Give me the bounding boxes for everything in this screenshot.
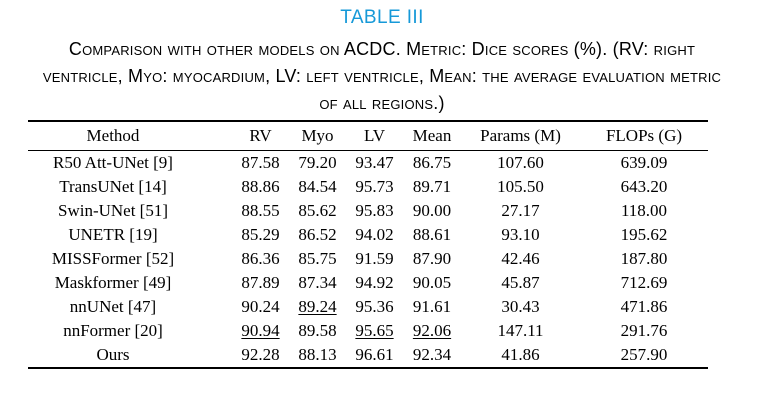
value-cell: 291.76 bbox=[620, 321, 668, 340]
table-row: TransUNet [14] 88.86 84.54 95.73 89.71 105.50… bbox=[28, 175, 708, 199]
value-cell: 95.36 bbox=[355, 297, 394, 316]
column-header-mean: Mean bbox=[403, 121, 461, 151]
table-body: R50 Att-UNet [9] 87.58 79.20 93.47 86.75 107.… bbox=[28, 151, 708, 369]
table-caption: Comparison with other models on ACDC. Me… bbox=[42, 39, 722, 113]
table-row: MISSFormer [52] 86.36 85.75 91.59 87.90 42.46… bbox=[28, 247, 708, 271]
value-cell: 93.10 bbox=[501, 225, 540, 244]
value-cell: 105.50 bbox=[497, 177, 544, 196]
value-cell: 90.00 bbox=[412, 201, 452, 220]
value-cell: 86.75 bbox=[412, 153, 452, 172]
value-cell: 712.69 bbox=[620, 273, 668, 292]
value-cell: 89.58 bbox=[298, 321, 337, 340]
value-cell: 195.62 bbox=[620, 225, 668, 244]
value-cell: 147.11 bbox=[497, 321, 544, 340]
value-cell: 90.05 bbox=[412, 273, 452, 292]
value-cell: 88.13 bbox=[298, 345, 337, 364]
column-header-params-m: Params (M) bbox=[461, 121, 580, 151]
table-row: Ours 92.28 88.13 96.61 92.34 41.86 257.90 bbox=[28, 343, 708, 368]
value-cell: 90.24 bbox=[241, 297, 280, 316]
table-row: nnFormer [20] 90.94 89.58 95.65 92.06 147.11 2… bbox=[28, 319, 708, 343]
value-cell: 639.09 bbox=[620, 153, 668, 172]
value-cell: 118.00 bbox=[620, 201, 668, 220]
value-cell: 88.86 bbox=[241, 177, 280, 196]
value-cell: 95.83 bbox=[355, 201, 394, 220]
value-cell: 187.80 bbox=[620, 249, 668, 268]
method-cell: Maskformer [49] bbox=[54, 273, 172, 292]
header-row: Method RV Myo LV Mean Params (M) FLOPs (G) bbox=[28, 121, 708, 151]
table-row: nnUNet [47] 90.24 89.24 95.36 91.61 30.43 471.… bbox=[28, 295, 708, 319]
value-cell: 41.86 bbox=[501, 345, 540, 364]
value-cell: 86.36 bbox=[241, 249, 280, 268]
value-cell: 94.02 bbox=[355, 225, 394, 244]
value-cell: 94.92 bbox=[355, 273, 394, 292]
value-cell: 87.89 bbox=[241, 273, 280, 292]
value-cell: 92.06 bbox=[412, 321, 452, 340]
table-title: TABLE III bbox=[340, 7, 424, 28]
value-cell: 91.59 bbox=[355, 249, 394, 268]
method-cell: R50 Att-UNet [9] bbox=[53, 153, 173, 172]
method-cell: nnUNet [47] bbox=[69, 297, 157, 316]
value-cell: 91.61 bbox=[412, 297, 452, 316]
column-header-flops-g: FLOPs (G) bbox=[580, 121, 708, 151]
paper-table-figure: TABLE III Comparison with other models o… bbox=[28, 7, 722, 369]
value-cell: 85.62 bbox=[298, 201, 337, 220]
column-header-myo: Myo bbox=[289, 121, 346, 151]
value-cell: 643.20 bbox=[620, 177, 668, 196]
value-cell: 87.34 bbox=[298, 273, 337, 292]
method-cell: TransUNet [14] bbox=[59, 177, 167, 196]
value-cell: 84.54 bbox=[298, 177, 337, 196]
method-cell: Ours bbox=[96, 345, 130, 364]
value-cell: 85.75 bbox=[298, 249, 337, 268]
value-cell: 257.90 bbox=[620, 345, 668, 364]
value-cell: 88.55 bbox=[241, 201, 280, 220]
column-header-lv: LV bbox=[346, 121, 403, 151]
value-cell: 86.52 bbox=[298, 225, 337, 244]
value-cell: 93.47 bbox=[355, 153, 394, 172]
value-cell: 89.24 bbox=[298, 297, 337, 316]
value-cell: 95.73 bbox=[355, 177, 394, 196]
table-header: Method RV Myo LV Mean Params (M) FLOPs (G) bbox=[28, 121, 708, 151]
value-cell: 96.61 bbox=[355, 345, 394, 364]
table-row: Maskformer [49] 87.89 87.34 94.92 90.05 45.87… bbox=[28, 271, 708, 295]
value-cell: 85.29 bbox=[241, 225, 280, 244]
value-cell: 45.87 bbox=[501, 273, 540, 292]
method-cell: UNETR [19] bbox=[68, 225, 158, 244]
value-cell: 88.61 bbox=[412, 225, 452, 244]
value-cell: 107.60 bbox=[497, 153, 544, 172]
value-cell: 92.34 bbox=[412, 345, 452, 364]
results-table: Method RV Myo LV Mean Params (M) FLOPs (G) R50… bbox=[28, 120, 708, 369]
column-header-rv: RV bbox=[232, 121, 289, 151]
value-cell: 87.90 bbox=[412, 249, 452, 268]
column-header-method: Method bbox=[28, 121, 232, 151]
value-cell: 95.65 bbox=[355, 321, 394, 340]
method-cell: Swin-UNet [51] bbox=[57, 201, 168, 220]
value-cell: 90.94 bbox=[241, 321, 280, 340]
value-cell: 30.43 bbox=[501, 297, 540, 316]
table-row: UNETR [19] 85.29 86.52 94.02 88.61 93.10 195.6… bbox=[28, 223, 708, 247]
value-cell: 27.17 bbox=[501, 201, 540, 220]
table-row: Swin-UNet [51] 88.55 85.62 95.83 90.00 27.17 1… bbox=[28, 199, 708, 223]
method-cell: nnFormer [20] bbox=[63, 321, 163, 340]
value-cell: 87.58 bbox=[241, 153, 280, 172]
method-cell: MISSFormer [52] bbox=[51, 249, 175, 268]
value-cell: 92.28 bbox=[241, 345, 280, 364]
table-row: R50 Att-UNet [9] 87.58 79.20 93.47 86.75 107.… bbox=[28, 151, 708, 176]
value-cell: 89.71 bbox=[412, 177, 452, 196]
value-cell: 79.20 bbox=[298, 153, 337, 172]
value-cell: 471.86 bbox=[620, 297, 668, 316]
value-cell: 42.46 bbox=[501, 249, 540, 268]
